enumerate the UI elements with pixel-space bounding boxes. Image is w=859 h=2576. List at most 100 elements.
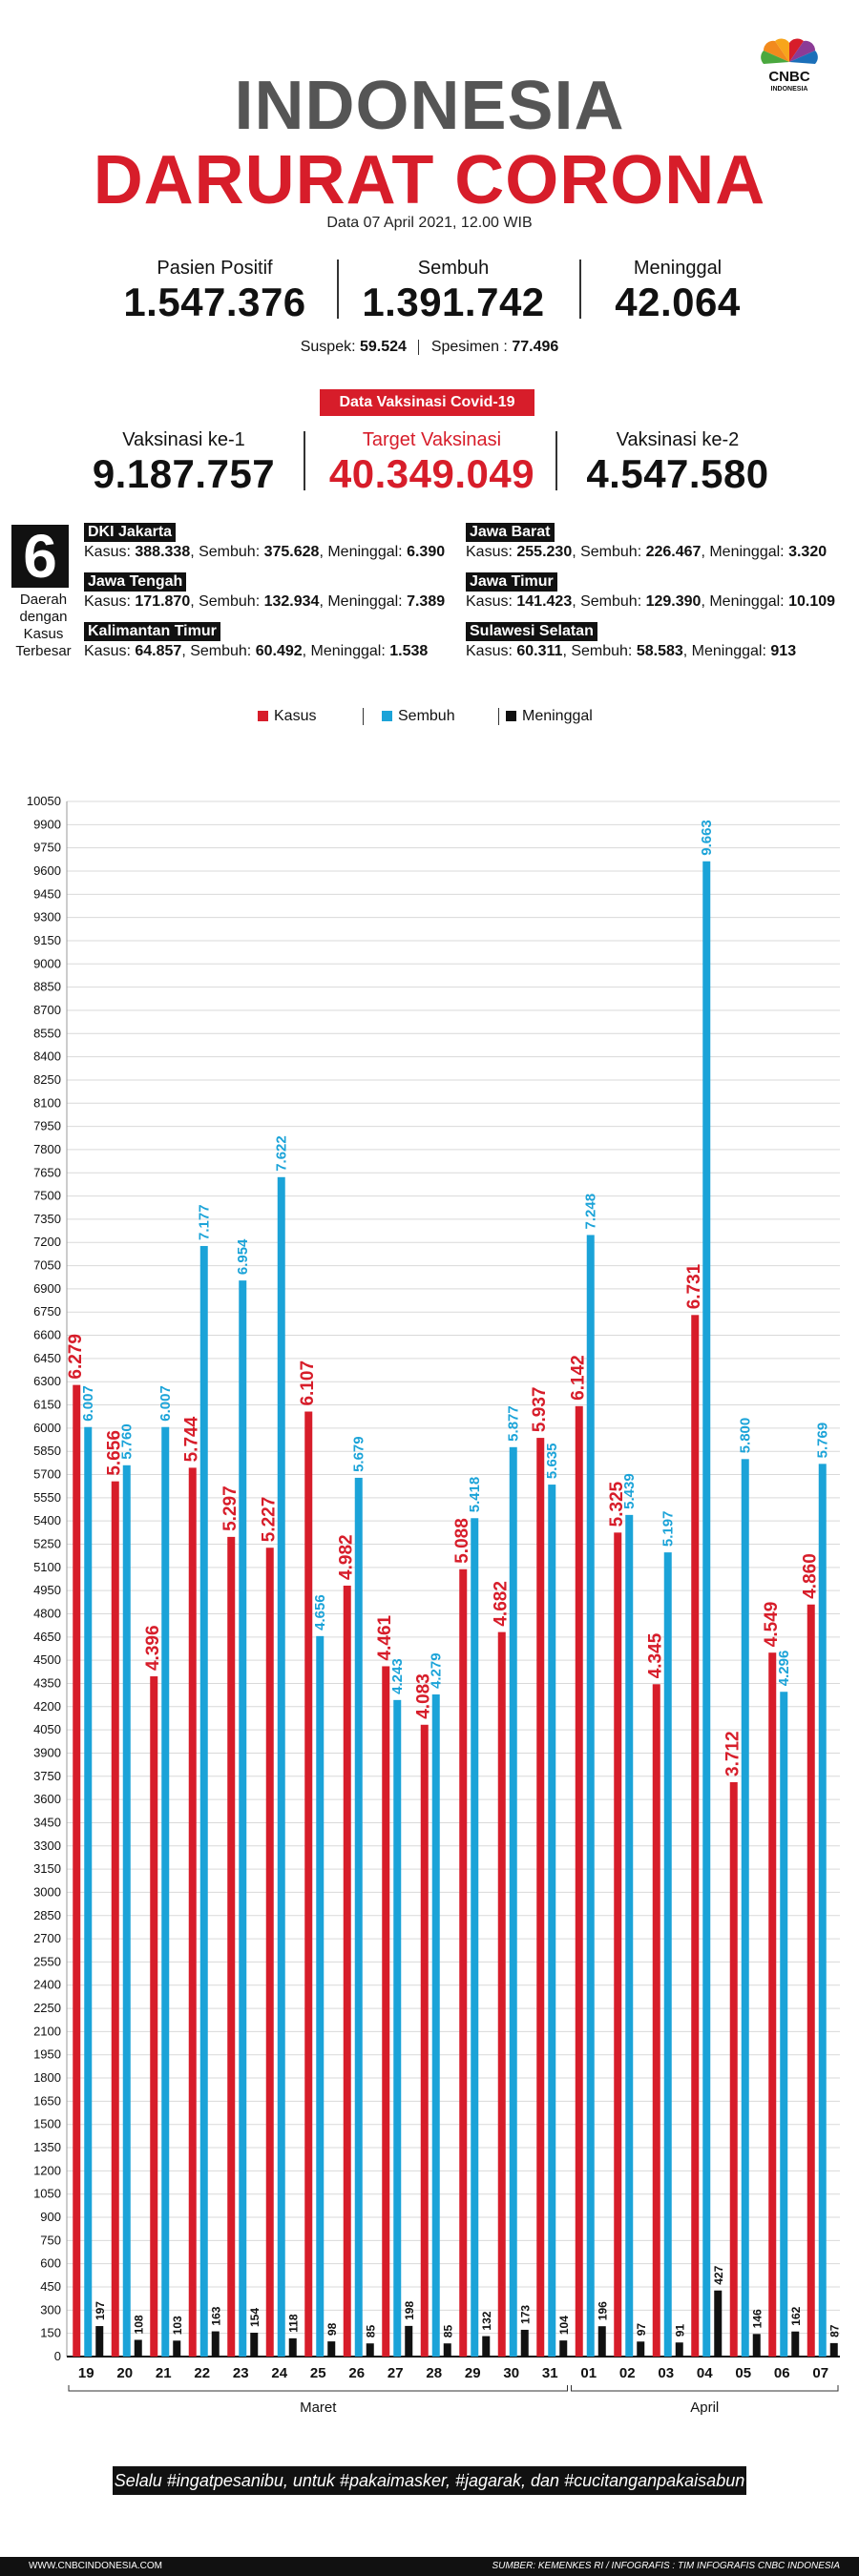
bar-sembuh (199, 1245, 208, 2357)
data-label-kasus: 6.142 (569, 1355, 589, 1401)
bar-meninggal (637, 2341, 645, 2357)
region-stat-value: 10.109 (788, 593, 836, 610)
month-label: Maret (300, 2399, 337, 2416)
divider (579, 260, 581, 319)
region-stat-value: 64.857 (135, 643, 182, 659)
bar-meninggal (443, 2343, 451, 2357)
y-tick-label: 4650 (33, 1630, 61, 1644)
region-stat-label: Sembuh: (571, 643, 633, 659)
region-stats: Kasus: 60.311, Sembuh: 58.583, Meninggal… (466, 643, 797, 659)
data-label-sembuh: 7.177 (197, 1204, 213, 1240)
source-credit: SUMBER: KEMENKES RI / INFOGRAFIS : TIM I… (492, 2561, 840, 2571)
bottom-bar: WWW.CNBCINDONESIA.COM SUMBER: KEMENKES R… (0, 2557, 859, 2576)
bar-meninggal (327, 2341, 336, 2357)
vaccine-label: Vaksinasi ke-1 (122, 429, 245, 450)
month-label: April (690, 2399, 719, 2416)
bar-meninggal (752, 2334, 761, 2357)
y-tick-label: 9900 (33, 817, 61, 831)
bar-kasus (614, 1532, 622, 2357)
bar-sembuh (663, 1552, 672, 2357)
y-tick-label: 1350 (33, 2140, 61, 2154)
bar-sembuh (239, 1280, 247, 2357)
y-tick-label: 6450 (33, 1351, 61, 1365)
x-tick-label: 23 (233, 2365, 249, 2381)
bar-sembuh (161, 1426, 170, 2357)
data-label-meninggal: 173 (519, 2305, 533, 2324)
y-tick-label: 3300 (33, 1839, 61, 1853)
y-tick-label: 4950 (33, 1583, 61, 1597)
y-tick-label: 3450 (33, 1815, 61, 1829)
bar-kasus (343, 1585, 351, 2357)
region-caption: Daerah dengan Kasus Terbesar (15, 592, 72, 659)
legend-swatch-sembuh (382, 711, 392, 722)
title-line-1: INDONESIA (234, 68, 625, 144)
bar-kasus (459, 1568, 468, 2357)
region-item: Sulawesi Selatan Kasus: 60.311, Sembuh: 5… (466, 622, 796, 660)
legend-swatch-meninggal (506, 711, 516, 722)
bar-meninggal (829, 2342, 838, 2357)
y-tick-label: 2700 (33, 1931, 61, 1945)
data-label-sembuh: 4.243 (389, 1658, 406, 1694)
bar-meninggal (134, 2339, 142, 2357)
y-tick-label: 3900 (33, 1745, 61, 1759)
y-tick-label: 0 (54, 2349, 61, 2363)
bar-kasus (227, 1536, 236, 2357)
data-label-meninggal: 97 (635, 2323, 648, 2337)
data-label-kasus: 4.982 (337, 1534, 357, 1580)
y-tick-label: 2100 (33, 2024, 61, 2038)
y-tick-label: 5550 (33, 1490, 61, 1505)
data-label-sembuh: 4.656 (312, 1594, 328, 1631)
x-tick-label: 22 (194, 2365, 210, 2381)
divider (498, 708, 499, 725)
region-stat-label: Kasus: (466, 544, 513, 560)
y-tick-label: 7200 (33, 1235, 61, 1249)
region-name: DKI Jakarta (84, 523, 177, 542)
region-stat-label: Meninggal: (709, 593, 785, 610)
bar-sembuh (431, 1693, 440, 2357)
data-label-sembuh: 5.877 (506, 1405, 522, 1442)
y-tick-label: 4500 (33, 1652, 61, 1667)
bar-meninggal (675, 2342, 683, 2357)
data-label-kasus: 3.712 (723, 1731, 744, 1776)
data-label-sembuh: 6.007 (157, 1385, 174, 1422)
region-stat-label: Kasus: (84, 593, 131, 610)
data-label-kasus: 5.325 (607, 1481, 627, 1527)
region-stat-value: 226.467 (645, 544, 702, 560)
region-name: Jawa Barat (466, 523, 555, 542)
data-label-meninggal: 163 (210, 2306, 223, 2325)
data-label-kasus: 4.396 (143, 1625, 163, 1671)
region-stat-label: Kasus: (84, 544, 131, 560)
bar-meninggal (791, 2331, 800, 2357)
region-stat-label: Sembuh: (199, 544, 261, 560)
bar-kasus (807, 1604, 815, 2357)
y-tick-label: 4800 (33, 1606, 61, 1620)
region-stat-label: Meninggal: (310, 643, 386, 659)
bar-meninggal (559, 2340, 568, 2357)
data-label-kasus: 4.860 (801, 1553, 821, 1599)
data-label-sembuh: 6.954 (235, 1238, 251, 1275)
region-stat-label: Sembuh: (199, 593, 261, 610)
bar-sembuh (354, 1477, 363, 2357)
x-tick-label: 19 (78, 2365, 94, 2381)
vaccine-dose-1: Vaksinasi ke-1 9.187.757 (57, 429, 310, 497)
bar-meninggal (288, 2337, 297, 2357)
data-label-sembuh: 7.622 (274, 1135, 290, 1172)
bar-sembuh (702, 861, 711, 2358)
divider (363, 708, 364, 725)
region-stat-label: Sembuh: (580, 544, 642, 560)
data-label-meninggal: 85 (365, 2325, 378, 2338)
y-tick-label: 2850 (33, 1908, 61, 1922)
region-stat-value: 58.583 (636, 643, 683, 659)
region-stat-value: 141.423 (516, 593, 573, 610)
y-tick-label: 9000 (33, 956, 61, 970)
y-tick-label: 3600 (33, 1792, 61, 1806)
y-tick-label: 8700 (33, 1003, 61, 1017)
data-label-meninggal: 104 (557, 2316, 571, 2335)
y-tick-label: 1500 (33, 2117, 61, 2131)
region-stat-value: 388.338 (135, 544, 191, 560)
legend-label: Kasus (274, 708, 317, 724)
data-label-kasus: 5.227 (260, 1497, 280, 1543)
bar-kasus (420, 1724, 429, 2357)
suspek-value: 59.524 (359, 339, 407, 355)
specimen-value: 77.496 (512, 339, 559, 355)
